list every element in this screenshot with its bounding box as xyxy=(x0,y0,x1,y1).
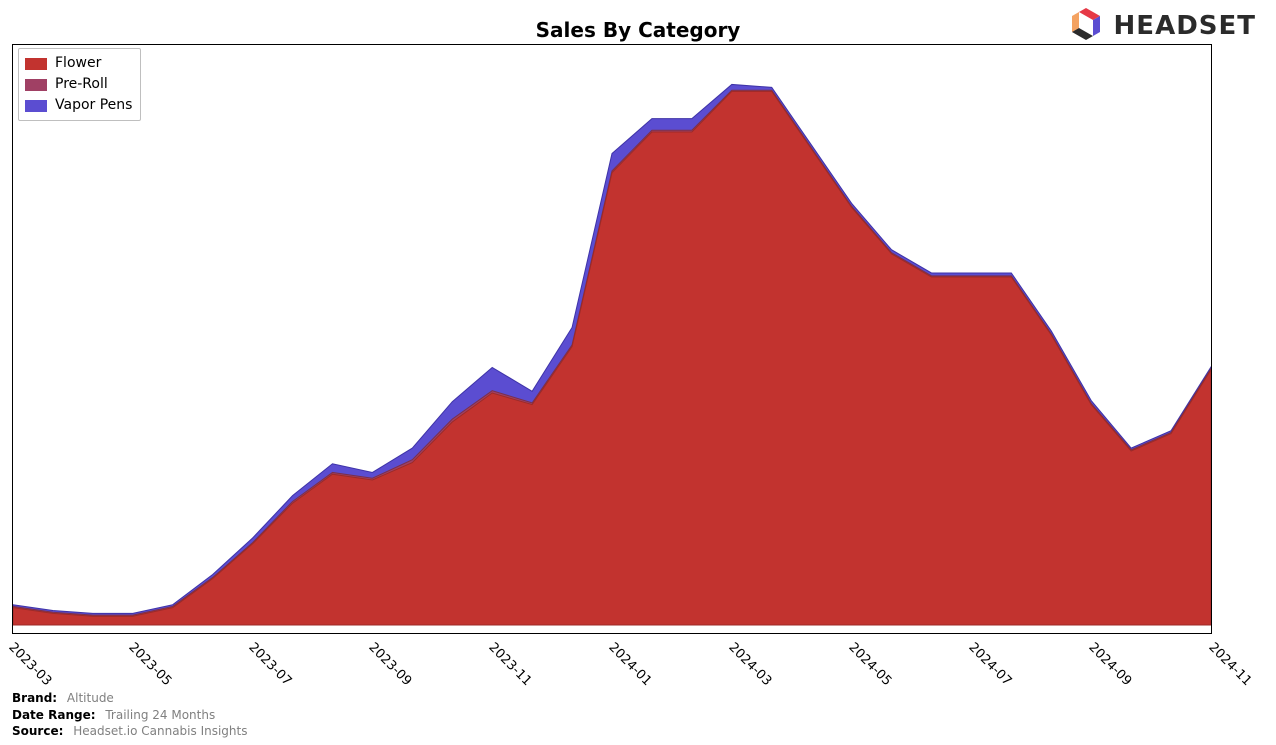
x-tick-label: 2024-05 xyxy=(845,640,894,689)
x-tick-label: 2024-01 xyxy=(605,640,654,689)
x-tick-label: 2023-03 xyxy=(5,640,54,689)
chart-plot-area xyxy=(12,44,1212,634)
x-tick-label: 2024-07 xyxy=(965,640,1014,689)
footer-brand-value: Altitude xyxy=(67,691,114,705)
x-tick-label: 2023-09 xyxy=(365,640,414,689)
chart-area-svg xyxy=(13,45,1211,633)
legend-swatch-flower xyxy=(25,58,47,70)
footer-source: Source: Headset.io Cannabis Insights xyxy=(12,723,247,739)
legend-item-preroll: Pre-Roll xyxy=(25,74,132,95)
legend-swatch-preroll xyxy=(25,79,47,91)
legend-item-vaporpens: Vapor Pens xyxy=(25,95,132,116)
legend-label-preroll: Pre-Roll xyxy=(55,74,108,95)
chart-legend: Flower Pre-Roll Vapor Pens xyxy=(18,48,141,121)
x-tick-label: 2023-05 xyxy=(125,640,174,689)
x-tick-label: 2024-11 xyxy=(1205,640,1254,689)
headset-logo: HEADSET xyxy=(1066,6,1256,46)
legend-item-flower: Flower xyxy=(25,53,132,74)
footer-date-range: Date Range: Trailing 24 Months xyxy=(12,707,247,723)
legend-label-vaporpens: Vapor Pens xyxy=(55,95,132,116)
x-tick-label: 2023-07 xyxy=(245,640,294,689)
footer-source-label: Source: xyxy=(12,724,63,738)
footer-brand-label: Brand: xyxy=(12,691,57,705)
footer-source-value: Headset.io Cannabis Insights xyxy=(73,724,247,738)
footer-brand: Brand: Altitude xyxy=(12,690,247,706)
x-tick-label: 2024-09 xyxy=(1085,640,1134,689)
footer-date-range-label: Date Range: xyxy=(12,708,96,722)
x-tick-label: 2024-03 xyxy=(725,640,774,689)
headset-logo-text: HEADSET xyxy=(1114,11,1256,41)
legend-label-flower: Flower xyxy=(55,53,101,74)
chart-footer: Brand: Altitude Date Range: Trailing 24 … xyxy=(12,690,247,739)
legend-swatch-vaporpens xyxy=(25,100,47,112)
headset-logo-icon xyxy=(1066,6,1106,46)
x-tick-label: 2023-11 xyxy=(485,640,534,689)
footer-date-range-value: Trailing 24 Months xyxy=(105,708,215,722)
